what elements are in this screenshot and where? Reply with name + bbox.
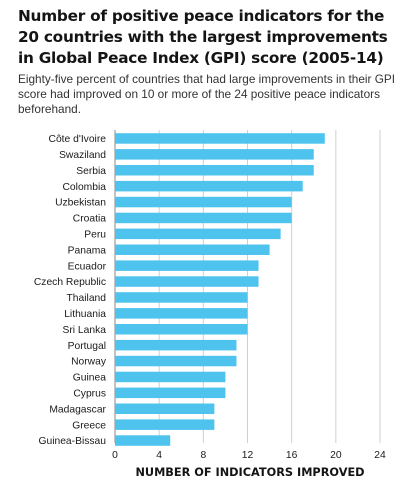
- category-label: Ecuador: [68, 261, 107, 272]
- category-label: Sri Lanka: [62, 325, 106, 336]
- category-label: Guinea-Bissau: [38, 436, 106, 447]
- category-label: Cyprus: [73, 388, 106, 399]
- category-label: Madagascar: [49, 404, 106, 415]
- category-label: Peru: [84, 229, 106, 240]
- category-label: Portugal: [68, 341, 106, 352]
- category-label: Norway: [71, 357, 107, 368]
- bar: [115, 324, 248, 335]
- chart-subtitle: Eighty-five percent of countries that ha…: [18, 72, 396, 116]
- category-label: Thailand: [67, 293, 107, 304]
- bar: [115, 292, 248, 303]
- category-label: Czech Republic: [34, 277, 106, 288]
- bar: [115, 133, 325, 144]
- x-axis-title: NUMBER OF INDICATORS IMPROVED: [135, 466, 365, 479]
- bar: [115, 339, 237, 351]
- x-tick-label: 0: [112, 450, 118, 461]
- bar: [115, 244, 270, 255]
- bar: [115, 196, 292, 208]
- category-label: Greece: [72, 420, 106, 431]
- bar: [115, 387, 226, 399]
- x-tick-label: 16: [286, 450, 298, 461]
- x-tick-label: 12: [242, 450, 254, 461]
- bar: [115, 276, 259, 287]
- category-label: Lithuania: [64, 309, 106, 320]
- x-tick-label: 4: [156, 450, 162, 461]
- x-tick-label: 20: [330, 450, 342, 461]
- category-label: Croatia: [73, 214, 106, 225]
- bar: [115, 260, 259, 271]
- category-label: Panama: [68, 245, 107, 256]
- bar: [115, 180, 303, 192]
- bar: [115, 149, 314, 160]
- bar: [115, 419, 215, 430]
- chart-title: Number of positive peace indicators for …: [18, 7, 388, 67]
- category-label: Swaziland: [59, 150, 106, 161]
- bar: [115, 355, 237, 367]
- bar: [115, 308, 248, 319]
- bar: [115, 165, 314, 176]
- bar: [115, 435, 171, 446]
- category-label: Guinea: [73, 373, 106, 384]
- category-label: Colombia: [63, 182, 107, 193]
- x-tick-label: 8: [200, 450, 206, 461]
- bar: [115, 403, 215, 414]
- category-label: Uzbekistan: [55, 198, 106, 209]
- category-label: Côte d'Ivoire: [49, 134, 107, 145]
- bar: [115, 371, 226, 383]
- x-tick-label: 24: [374, 450, 386, 461]
- bar: [115, 212, 292, 224]
- bar: [115, 228, 281, 240]
- category-label: Serbia: [76, 166, 106, 177]
